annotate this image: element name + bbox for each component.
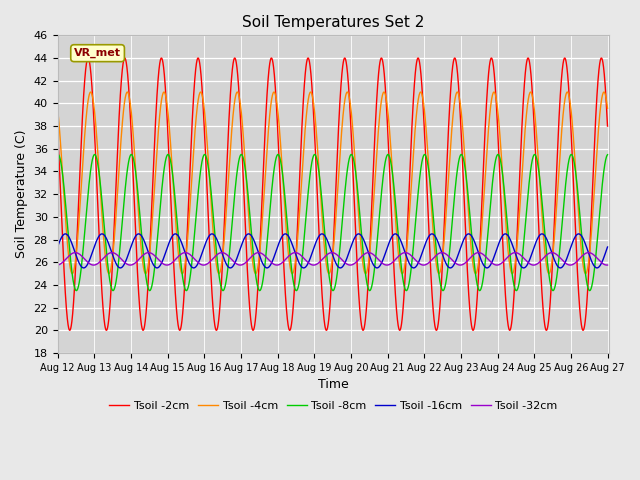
Text: VR_met: VR_met (74, 48, 121, 58)
Tsoil -2cm (387, 183, 394, 189)
Tsoil -2cm (54, 123, 61, 129)
Line: Tsoil -8cm: Tsoil -8cm (58, 155, 607, 290)
Tsoil -8cm (552, 281, 559, 287)
Tsoil -32cm (604, 262, 611, 268)
Legend: Tsoil -2cm, Tsoil -4cm, Tsoil -8cm, Tsoil -16cm, Tsoil -32cm: Tsoil -2cm, Tsoil -4cm, Tsoil -8cm, Tsoi… (105, 396, 562, 416)
Tsoil -8cm (604, 152, 611, 158)
Line: Tsoil -2cm: Tsoil -2cm (58, 58, 607, 330)
Tsoil -32cm (72, 250, 79, 255)
Tsoil -8cm (54, 152, 61, 157)
Tsoil -16cm (207, 231, 215, 237)
Tsoil -2cm (172, 293, 179, 299)
Tsoil -16cm (153, 265, 161, 271)
Tsoil -2cm (552, 195, 559, 201)
Tsoil -32cm (603, 262, 611, 268)
Tsoil -32cm (387, 261, 394, 267)
Tsoil -8cm (396, 251, 404, 257)
Tsoil -4cm (172, 214, 179, 219)
Tsoil -16cm (396, 236, 404, 242)
Tsoil -4cm (386, 134, 394, 140)
Tsoil -16cm (604, 244, 611, 250)
Title: Soil Temperatures Set 2: Soil Temperatures Set 2 (243, 15, 424, 30)
Tsoil -16cm (172, 231, 179, 237)
Line: Tsoil -4cm: Tsoil -4cm (58, 92, 607, 274)
Tsoil -8cm (172, 202, 179, 208)
Tsoil -16cm (387, 237, 394, 242)
Tsoil -32cm (604, 262, 611, 268)
Tsoil -4cm (508, 271, 516, 276)
Tsoil -8cm (146, 288, 154, 293)
Tsoil -2cm (604, 123, 611, 129)
Tsoil -2cm (396, 327, 404, 333)
Tsoil -32cm (207, 258, 215, 264)
Tsoil -4cm (396, 262, 403, 267)
Tsoil -16cm (604, 245, 611, 251)
Tsoil -32cm (396, 252, 404, 258)
Tsoil -16cm (54, 244, 61, 250)
Tsoil -32cm (552, 251, 559, 257)
Tsoil -4cm (54, 106, 61, 111)
Line: Tsoil -16cm: Tsoil -16cm (58, 234, 607, 268)
Tsoil -4cm (604, 106, 611, 111)
Tsoil -2cm (604, 120, 611, 126)
X-axis label: Time: Time (318, 378, 349, 391)
Tsoil -4cm (552, 219, 559, 225)
Tsoil -16cm (552, 260, 559, 265)
Tsoil -8cm (207, 192, 215, 198)
Tsoil -32cm (172, 257, 179, 263)
Tsoil -32cm (54, 262, 61, 268)
Line: Tsoil -32cm: Tsoil -32cm (58, 252, 607, 265)
Tsoil -4cm (207, 200, 215, 206)
Tsoil -16cm (172, 231, 179, 237)
Tsoil -8cm (164, 152, 172, 157)
Tsoil -2cm (598, 55, 605, 61)
Y-axis label: Soil Temperature (C): Soil Temperature (C) (15, 130, 28, 258)
Tsoil -4cm (604, 104, 611, 110)
Tsoil -8cm (604, 152, 611, 157)
Tsoil -8cm (387, 157, 394, 163)
Tsoil -2cm (207, 278, 215, 284)
Tsoil -2cm (66, 327, 74, 333)
Tsoil -4cm (490, 89, 498, 95)
